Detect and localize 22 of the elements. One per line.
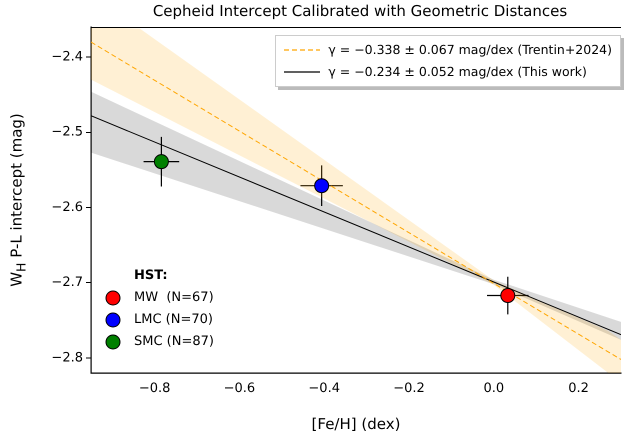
point	[154, 154, 169, 170]
y-tick-label: −2.6	[51, 200, 83, 215]
legend-label: MW (N=67)	[134, 289, 214, 307]
legend-label: LMC (N=70)	[134, 311, 213, 329]
x-tick-label: −0.2	[393, 381, 425, 396]
point	[500, 288, 516, 304]
x-tick-label: 0.0	[483, 381, 504, 396]
point	[314, 178, 330, 194]
chart-title: Cepheid Intercept Calibrated with Geometric Distances	[152, 2, 568, 20]
legend-label: γ = −0.338 ± 0.067 mag/dex (Trentin+2024)	[328, 41, 612, 59]
legend-label: SMC (N=87)	[134, 333, 214, 351]
legend-title: HST:	[134, 267, 169, 285]
x-tick-label: 0.2	[568, 381, 589, 396]
x-tick-label: −0.6	[224, 381, 256, 396]
y-tick-label: −2.4	[51, 49, 83, 64]
y-tick-label: −2.8	[51, 350, 83, 366]
y-tick-label: −2.5	[51, 124, 83, 140]
x-axis-title: [Fe/H] (dex)	[312, 414, 400, 433]
x-tick-label: −0.8	[138, 381, 170, 396]
legend-label: γ = −0.234 ± 0.052 mag/dex (This work)	[328, 63, 587, 81]
x-tick-label: −0.4	[308, 381, 340, 396]
y-tick-label: −2.7	[51, 275, 83, 290]
